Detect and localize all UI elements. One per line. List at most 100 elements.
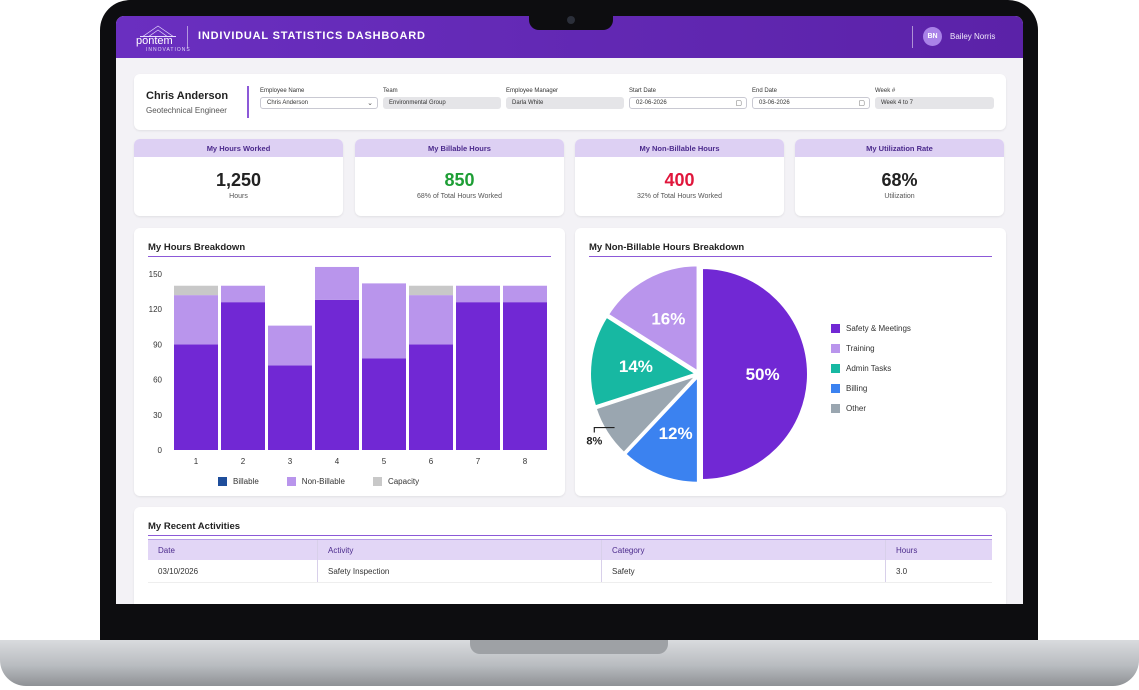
legend-swatch — [372, 477, 382, 486]
pie-slice-other — [594, 374, 698, 455]
start-date-input[interactable]: 02-06-2026 ▢ — [629, 97, 747, 109]
team-filter: Team Environmental Group — [383, 88, 501, 109]
legend-label: Non-Billable — [301, 477, 345, 486]
week-field: Week 4 to 7 — [875, 97, 994, 109]
employee-manager-value: Darla White — [512, 100, 544, 106]
hours-breakdown-panel: My Hours Breakdown 0 30 60 90 120 150 1 2 3 4 5 6 7 8… — [134, 228, 565, 496]
pontem-logo[interactable]: pontem INNOVATIONS — [136, 22, 190, 53]
employee-name-heading: Chris Anderson — [146, 90, 229, 102]
logo-mark-icon — [140, 24, 176, 38]
table-header-row: Date Activity Category Hours — [148, 539, 992, 560]
legend-label: Training — [846, 344, 875, 353]
bar-segment-non-billable — [503, 285, 547, 303]
user-name[interactable]: Bailey Norris — [950, 32, 996, 41]
column-header-hours[interactable]: Hours — [896, 545, 918, 555]
bar-segment-non-billable — [409, 295, 453, 345]
hours-bar-chart: 0 30 60 90 120 150 1 2 3 4 5 6 7 8 — [149, 266, 547, 466]
column-header-activity[interactable]: Activity — [318, 540, 602, 560]
legend-item-other[interactable]: Other — [831, 404, 911, 413]
pie-slice-admin-tasks — [589, 315, 699, 408]
calendar-icon[interactable]: ▢ — [735, 100, 742, 107]
camera-icon — [567, 16, 575, 24]
kpi-value: 400 — [664, 170, 695, 190]
employee-manager-label: Employee Manager — [506, 88, 559, 94]
cell-category: Safety — [602, 560, 886, 582]
camera-notch — [529, 10, 613, 30]
x-tick-label: 2 — [241, 457, 246, 466]
top-bar: pontem INNOVATIONS INDIVIDUAL STATISTICS… — [116, 16, 1023, 58]
bar-segment-non-billable — [221, 285, 265, 303]
pie-data-label: 16% — [651, 309, 685, 328]
kpi-subtitle: Hours — [229, 193, 248, 200]
employee-role: Geotechnical Engineer — [146, 106, 227, 115]
bar-segment-non-billable — [362, 283, 406, 359]
filter-card: Chris Anderson Geotechnical Engineer Emp… — [134, 74, 1006, 130]
legend-item-capacity[interactable]: Capacity — [372, 477, 419, 486]
kpi-title: My Hours Worked — [134, 139, 343, 157]
nonbillable-breakdown-panel: My Non-Billable Hours Breakdown 50% 12% 8%… — [575, 228, 1006, 496]
employee-manager-filter: Employee Manager Darla White — [506, 88, 624, 109]
employee-name-select[interactable]: Chris Anderson ⌄ — [260, 97, 378, 109]
week-value: Week 4 to 7 — [881, 100, 913, 106]
bar-segment-billable — [456, 302, 500, 450]
legend-item-billable[interactable]: Billable — [218, 477, 259, 486]
kpi-subtitle: Utilization — [884, 193, 915, 200]
y-tick-label: 30 — [153, 411, 162, 420]
y-tick-label: 0 — [158, 446, 163, 455]
bar-segment-billable — [315, 299, 359, 450]
x-tick-label: 7 — [476, 457, 481, 466]
column-header-date[interactable]: Date — [148, 540, 318, 560]
user-avatar[interactable]: BN — [923, 27, 942, 46]
legend-item-non-billable[interactable]: Non-Billable — [286, 477, 345, 486]
bar-segment-capacity — [174, 285, 218, 296]
x-tick-label: 8 — [523, 457, 528, 466]
pie-data-label: 8% — [586, 435, 602, 447]
title-rule — [148, 535, 992, 536]
nonbillable-breakdown-title: My Non-Billable Hours Breakdown — [589, 242, 745, 253]
start-date-label: Start Date — [629, 88, 657, 94]
hours-breakdown-title: My Hours Breakdown — [148, 242, 246, 253]
logo-text: pontem — [136, 35, 173, 47]
pie-leader-line — [593, 426, 615, 433]
legend-label: Other — [846, 404, 867, 413]
team-label: Team — [383, 88, 398, 94]
kpi-billable-hours: My Billable Hours 850 68% of Total Hours… — [355, 139, 564, 216]
table-row[interactable]: 03/10/2026 Safety Inspection Safety 3.0 — [148, 560, 992, 583]
kpi-value: 68% — [881, 170, 918, 190]
y-tick-label: 90 — [153, 340, 162, 349]
bar-chart-legend: Billable Non-Billable Capacity — [218, 477, 447, 486]
team-value: Environmental Group — [389, 100, 446, 106]
legend-item-admin-tasks[interactable]: Admin Tasks — [831, 364, 911, 373]
bar-segment-billable — [409, 344, 453, 450]
column-header-category[interactable]: Category — [602, 540, 886, 560]
end-date-input[interactable]: 03-06-2026 ▢ — [752, 97, 870, 109]
nonbillable-pie-chart: 50% 12% 8% 14% 16% — [586, 264, 809, 484]
kpi-value: 850 — [444, 170, 475, 190]
end-date-value: 03-06-2026 — [759, 100, 790, 106]
cell-date: 03/10/2026 — [148, 560, 318, 582]
y-tick-label: 120 — [149, 305, 163, 314]
legend-item-training[interactable]: Training — [831, 344, 911, 353]
employee-manager-field: Darla White — [506, 97, 624, 109]
legend-swatch — [831, 384, 840, 393]
pie-slice-billing — [623, 374, 699, 484]
calendar-icon[interactable]: ▢ — [858, 100, 865, 107]
legend-label: Billable — [233, 477, 259, 486]
legend-item-billing[interactable]: Billing — [831, 384, 911, 393]
pie-data-label: 50% — [746, 365, 780, 384]
legend-item-safety-meetings[interactable]: Safety & Meetings — [831, 324, 911, 333]
kpi-value: 1,250 — [215, 170, 262, 190]
employee-name-filter: Employee Name Chris Anderson ⌄ — [260, 88, 378, 109]
legend-swatch — [831, 404, 840, 413]
filter-divider — [247, 86, 249, 118]
x-tick-label: 1 — [194, 457, 199, 466]
kpi-utilization-rate: My Utilization Rate 68% Utilization — [795, 139, 1004, 216]
title-rule — [589, 256, 992, 257]
kpi-title: My Non-Billable Hours — [575, 139, 784, 157]
pie-slice-safety-meetings — [701, 266, 809, 482]
pie-slice-training — [606, 264, 699, 374]
cell-hours: 3.0 — [896, 566, 908, 576]
legend-swatch — [831, 344, 840, 353]
legend-label: Admin Tasks — [846, 364, 892, 373]
pie-chart-legend: Safety & Meetings Training Admin Tasks B… — [831, 324, 911, 424]
